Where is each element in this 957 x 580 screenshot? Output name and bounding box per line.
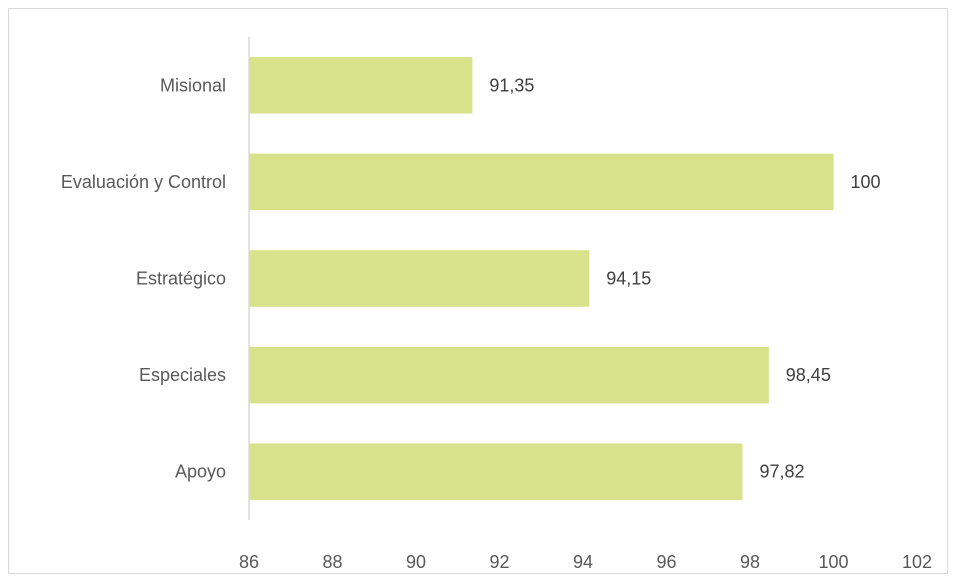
x-tick-label: 94 [573,552,593,572]
x-tick-label: 92 [489,552,509,572]
category-label: Misional [160,75,226,95]
data-label: 98,45 [786,365,831,385]
x-tick-label: 86 [239,552,259,572]
bar [249,250,590,307]
category-label: Estratégico [136,269,226,289]
data-label: 97,82 [759,462,804,482]
bar [249,346,769,404]
bar [249,153,834,211]
category-label: Especiales [139,365,226,385]
data-label: 100 [851,172,881,192]
value-labels: 91,35 100 94,15 98,45 97,82 [489,75,880,481]
bar [249,57,473,114]
x-tick-label: 96 [656,552,676,572]
category-label: Apoyo [175,462,226,482]
x-tick-label: 100 [818,552,848,572]
data-label: 94,15 [606,269,651,289]
x-tick-label: 88 [322,552,342,572]
bar [249,443,743,500]
x-tick-label: 102 [902,552,932,572]
x-tick-label: 98 [740,552,760,572]
x-tick-labels: 86 88 90 92 94 96 98 100 102 [239,552,932,572]
x-tick-label: 90 [406,552,426,572]
category-label: Evaluación y Control [61,172,226,192]
data-label: 91,35 [489,75,534,95]
category-labels: Misional Evaluación y Control Estratégico E… [61,75,226,481]
bars [249,57,834,500]
